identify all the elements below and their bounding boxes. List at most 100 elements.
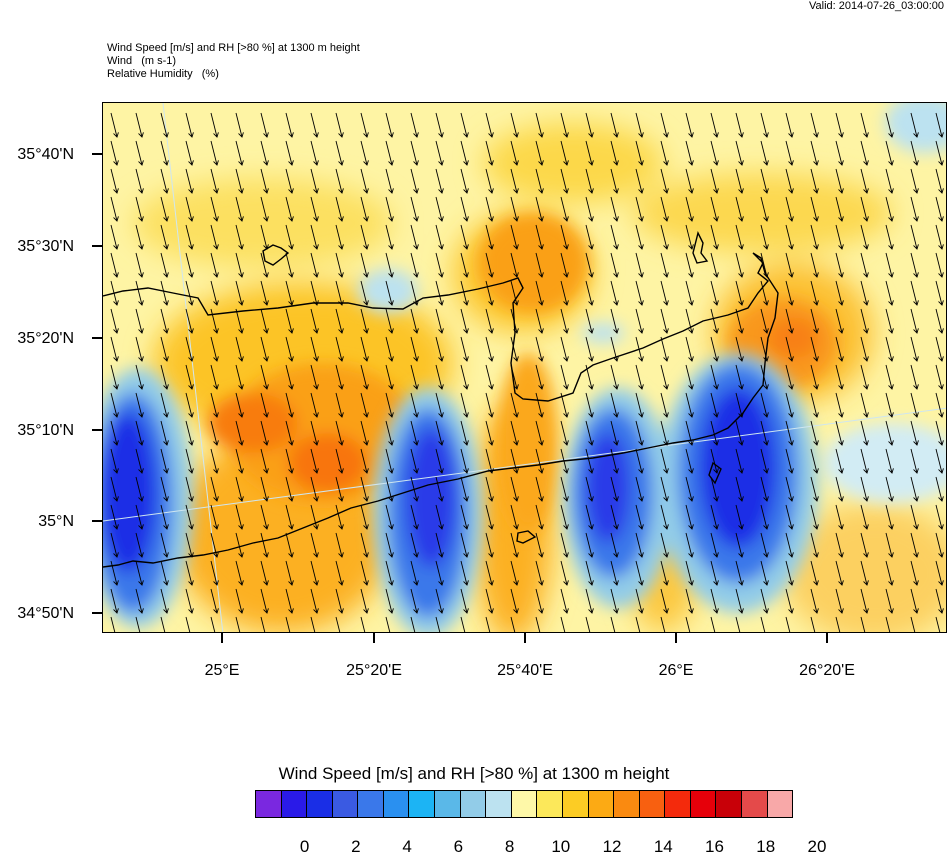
wind-arrow bbox=[610, 392, 617, 417]
wind-arrow bbox=[560, 252, 567, 277]
wind-arrow bbox=[310, 308, 317, 333]
wind-arrow bbox=[135, 504, 142, 529]
wind-arrow bbox=[785, 252, 792, 277]
wind-arrow bbox=[835, 504, 842, 529]
wind-arrow bbox=[635, 224, 642, 249]
wind-arrow bbox=[535, 420, 542, 445]
wind-arrow bbox=[360, 420, 367, 445]
wind-arrow bbox=[410, 168, 417, 193]
wind-arrow bbox=[785, 308, 792, 333]
wind-arrow bbox=[910, 280, 917, 305]
wind-arrow bbox=[660, 504, 667, 529]
wind-arrow bbox=[810, 476, 817, 501]
wind-arrow bbox=[460, 448, 467, 473]
colorbar-swatch bbox=[307, 791, 333, 817]
wind-arrow bbox=[360, 560, 367, 585]
wind-arrow bbox=[385, 392, 392, 417]
wind-arrow bbox=[685, 224, 692, 249]
wind-arrow bbox=[810, 224, 817, 249]
wind-arrow bbox=[585, 476, 592, 501]
wind-arrow bbox=[810, 112, 817, 137]
wind-arrow bbox=[110, 168, 117, 193]
wind-arrow bbox=[660, 476, 667, 501]
wind-arrow bbox=[935, 392, 942, 417]
wind-arrow bbox=[235, 224, 242, 249]
wind-arrow bbox=[685, 532, 692, 557]
wind-arrow bbox=[360, 476, 367, 501]
wind-arrow bbox=[860, 588, 867, 613]
wind-arrow bbox=[385, 476, 392, 501]
wind-arrow bbox=[910, 224, 917, 249]
wind-arrow bbox=[410, 532, 417, 557]
wind-arrow bbox=[560, 308, 567, 333]
wind-arrow bbox=[635, 420, 642, 445]
colorbar-swatch bbox=[537, 791, 563, 817]
lon-tick bbox=[524, 633, 526, 643]
wind-arrow bbox=[760, 196, 767, 221]
wind-arrow bbox=[710, 448, 717, 473]
wind-arrow bbox=[335, 140, 342, 165]
wind-arrow bbox=[110, 616, 116, 632]
wind-arrow bbox=[235, 280, 242, 305]
header-line-1: Wind Speed [m/s] and RH [>80 %] at 1300 … bbox=[107, 42, 360, 54]
wind-arrow bbox=[210, 616, 216, 632]
header-line-3: Relative Humidity (%) bbox=[107, 68, 219, 80]
wind-arrow bbox=[210, 224, 217, 249]
wind-arrow bbox=[410, 308, 417, 333]
lat-tick bbox=[92, 337, 102, 339]
wind-arrow bbox=[660, 336, 667, 361]
wind-arrow bbox=[510, 196, 517, 221]
wind-arrow bbox=[735, 476, 742, 501]
wind-arrow bbox=[610, 280, 617, 305]
wind-arrow bbox=[735, 140, 742, 165]
wind-arrow bbox=[185, 532, 192, 557]
wind-arrow bbox=[610, 196, 617, 221]
wind-arrow bbox=[610, 448, 617, 473]
wind-arrow bbox=[560, 364, 567, 389]
wind-arrow bbox=[535, 476, 542, 501]
wind-arrow bbox=[360, 112, 367, 137]
wind-arrow bbox=[460, 112, 467, 137]
wind-arrow bbox=[185, 364, 192, 389]
wind-speed-map bbox=[103, 103, 946, 632]
wind-arrow bbox=[735, 112, 742, 137]
wind-arrow bbox=[510, 532, 517, 557]
wind-arrow bbox=[335, 532, 342, 557]
wind-arrow bbox=[485, 532, 492, 557]
wind-arrow bbox=[260, 168, 267, 193]
wind-arrow bbox=[160, 364, 167, 389]
wind-arrow bbox=[760, 560, 767, 585]
wind-arrow bbox=[610, 420, 617, 445]
wind-arrow bbox=[710, 532, 717, 557]
colorbar-label: 10 bbox=[551, 837, 571, 856]
wind-arrow bbox=[785, 504, 792, 529]
wind-arrow bbox=[710, 196, 717, 221]
wind-arrow bbox=[610, 560, 617, 585]
wind-arrow bbox=[810, 616, 816, 632]
wind-arrow bbox=[935, 364, 942, 389]
wind-arrow bbox=[785, 588, 792, 613]
wind-arrow bbox=[910, 112, 917, 137]
wind-arrow bbox=[485, 504, 492, 529]
wind-arrow bbox=[910, 140, 917, 165]
wind-arrow bbox=[885, 476, 892, 501]
colorbar-swatch bbox=[741, 791, 768, 817]
wind-arrow bbox=[835, 364, 842, 389]
wind-arrow bbox=[785, 616, 791, 632]
lat-tick bbox=[92, 520, 102, 522]
wind-arrow bbox=[310, 420, 317, 445]
wind-arrow bbox=[560, 476, 567, 501]
wind-arrow bbox=[510, 336, 517, 361]
wind-arrow bbox=[485, 252, 492, 277]
colorbar-swatch bbox=[690, 791, 717, 817]
wind-arrow bbox=[110, 392, 117, 417]
wind-arrow bbox=[635, 336, 642, 361]
wind-arrow bbox=[485, 168, 492, 193]
wind-arrow bbox=[860, 448, 867, 473]
wind-arrow bbox=[910, 392, 917, 417]
wind-arrow bbox=[610, 532, 617, 557]
wind-arrow bbox=[410, 448, 417, 473]
wind-arrow bbox=[560, 336, 567, 361]
wind-arrow bbox=[585, 308, 592, 333]
wind-arrow bbox=[885, 560, 892, 585]
